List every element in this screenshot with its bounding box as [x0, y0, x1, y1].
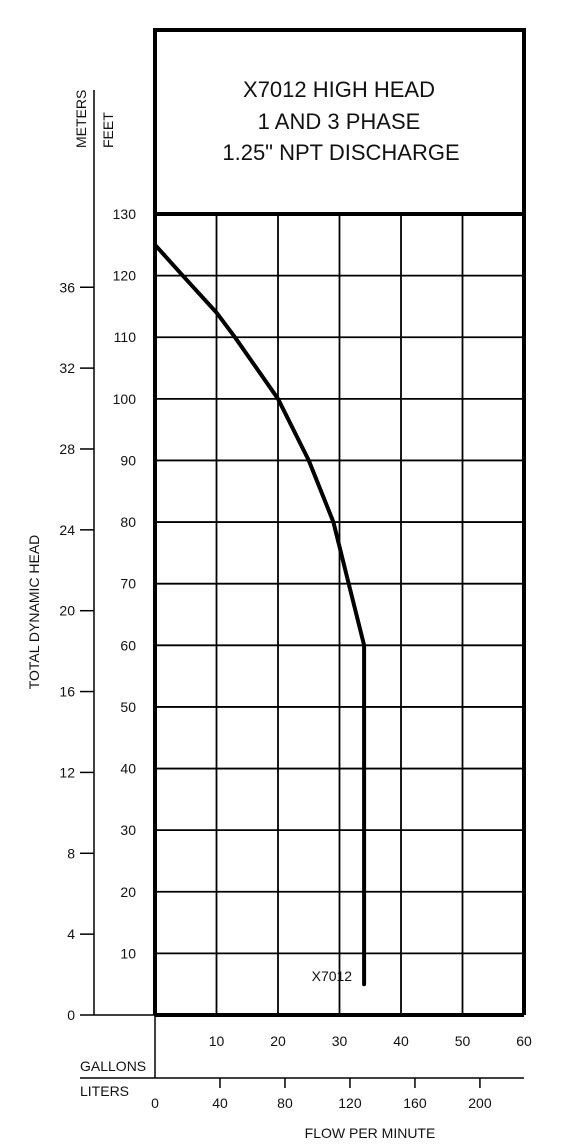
x-gallons-tick-label: 40 — [393, 1033, 409, 1049]
y-meters-tick-label: 0 — [67, 1007, 75, 1023]
y-feet-tick-label: 100 — [113, 391, 137, 407]
x-liters-tick-label: 200 — [468, 1095, 492, 1111]
y-meters-tick-label: 4 — [67, 926, 75, 942]
y-feet-tick-label: 70 — [120, 576, 136, 592]
x-liters-tick-label: 120 — [338, 1095, 362, 1111]
y-meters-tick-label: 20 — [59, 603, 75, 619]
tick-labels: 1020304050607080901001101201300481216202… — [59, 206, 532, 1111]
x-gallons-tick-label: 60 — [516, 1033, 532, 1049]
y-meters-tick-label: 16 — [59, 684, 75, 700]
x-gallons-tick-label: 20 — [270, 1033, 286, 1049]
x-gallons-tick-label: 50 — [455, 1033, 471, 1049]
y-feet-tick-label: 120 — [113, 268, 137, 284]
y-feet-tick-label: 60 — [120, 637, 136, 653]
y-meters-tick-label: 24 — [59, 522, 75, 538]
y-feet-tick-label: 110 — [114, 329, 137, 345]
axes — [80, 90, 526, 1079]
y-feet-tick-label: 40 — [120, 761, 136, 777]
y-feet-tick-label: 130 — [113, 206, 137, 222]
x-gallons-tick-label: 10 — [209, 1033, 225, 1049]
y-feet-tick-label: 10 — [120, 945, 136, 961]
y-feet-tick-label: 90 — [120, 452, 136, 468]
y-meters-tick-label: 8 — [67, 845, 75, 861]
x-liters-tick-label: 0 — [151, 1095, 159, 1111]
x-gallons-unit-label: GALLONS — [80, 1058, 146, 1074]
x-gallons-tick-label: 30 — [332, 1033, 348, 1049]
x-liters-unit-label: LITERS — [80, 1083, 129, 1099]
y-meters-unit-label: METERS — [73, 90, 89, 148]
y-feet-tick-label: 30 — [120, 822, 136, 838]
curve-layer: X7012 — [153, 242, 367, 987]
grid-lines — [155, 214, 524, 1015]
chart-title-line-1: X7012 HIGH HEAD — [243, 77, 435, 102]
x-liters-tick-label: 160 — [403, 1095, 427, 1111]
y-feet-tick-label: 50 — [120, 699, 136, 715]
series-label-x7012: X7012 — [312, 968, 353, 984]
chart-title-line-3: 1.25" NPT DISCHARGE — [222, 140, 459, 165]
series-line-x7012 — [153, 242, 367, 987]
y-meters-tick-label: 12 — [59, 764, 75, 780]
y-feet-tick-label: 80 — [120, 514, 136, 530]
y-meters-tick-label: 28 — [59, 441, 75, 457]
x-liters-tick-label: 40 — [212, 1095, 228, 1111]
x-liters-tick-label: 80 — [277, 1095, 293, 1111]
chart-title-line-2: 1 AND 3 PHASE — [258, 109, 421, 134]
y-feet-unit-label: FEET — [100, 112, 116, 148]
y-feet-tick-label: 20 — [120, 884, 136, 900]
x-axis-title: FLOW PER MINUTE — [305, 1125, 436, 1141]
y-meters-tick-label: 32 — [59, 360, 75, 376]
y-axis-title: TOTAL DYNAMIC HEAD — [26, 535, 42, 690]
y-meters-tick-label: 36 — [59, 279, 75, 295]
